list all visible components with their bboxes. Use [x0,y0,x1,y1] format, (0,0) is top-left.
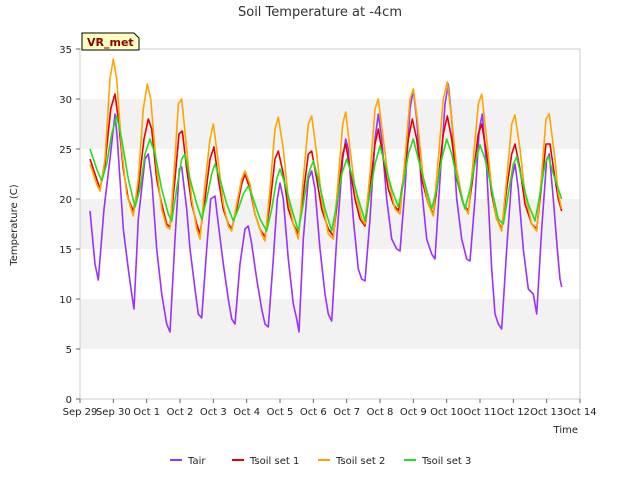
y-axis-ticks: 0 5 10 15 20 25 30 35 [59,45,80,406]
x-tick-label: Oct 11 [463,407,496,418]
legend-label: Tsoil set 3 [421,456,471,467]
x-tick-label: Oct 6 [300,407,327,418]
station-badge-text: VR_met [87,36,134,49]
chart-title: Soil Temperature at -4cm [238,5,402,20]
x-tick-label: Oct 1 [133,407,160,418]
station-badge-box [81,32,140,51]
chart-legend: Tair Tsoil set 1 Tsoil set 2 Tsoil set 3 [170,456,471,467]
legend-label: Tair [187,456,206,467]
x-tick-label: Oct 7 [333,407,360,418]
x-tick-label: Sep 29 [63,407,98,418]
y-tick-label: 30 [59,95,72,106]
station-badge: VR_met [81,32,140,51]
x-tick-label: Oct 3 [200,407,227,418]
y-tick-label: 15 [59,245,72,256]
plot-band [80,249,580,299]
y-tick-label: 0 [66,395,72,406]
x-tick-label: Oct 12 [497,407,530,418]
x-tick-label: Oct 4 [233,407,260,418]
plot-band [80,99,580,149]
legend-item: Tsoil set 1 [232,456,299,467]
y-tick-label: 10 [59,295,72,306]
legend-item: Tsoil set 3 [404,456,471,467]
x-tick-label: Oct 8 [367,407,394,418]
y-tick-label: 35 [59,45,72,56]
x-tick-label: Oct 9 [400,407,427,418]
series-line-tair [89,83,563,333]
series-line-tsoil-set-3 [89,115,563,232]
y-tick-label: 5 [66,345,72,356]
series-line-tsoil-set-1 [89,93,563,238]
x-tick-label: Oct 13 [530,407,563,418]
legend-item: Tair [170,456,206,467]
series-line-tsoil-set-2 [89,58,563,242]
plot-background-bands [80,49,580,399]
plot-band [80,49,580,99]
series-lines [89,58,563,333]
x-tick-label: Oct 5 [267,407,294,418]
plot-band [80,299,580,349]
x-tick-label: Oct 2 [167,407,194,418]
y-tick-label: 25 [59,145,72,156]
x-tick-label: Sep 30 [96,407,131,418]
legend-item: Tsoil set 2 [318,456,385,467]
legend-label: Tsoil set 2 [335,456,385,467]
legend-label: Tsoil set 1 [249,456,299,467]
x-axis-title: Time [553,425,578,436]
x-tick-label: Oct 10 [430,407,463,418]
plot-band [80,349,580,399]
y-axis-title: Temperature (C) [9,184,20,266]
plot-frame [79,48,581,400]
plot-band [80,149,580,199]
y-tick-label: 20 [59,195,72,206]
x-tick-label: Oct 14 [563,407,596,418]
